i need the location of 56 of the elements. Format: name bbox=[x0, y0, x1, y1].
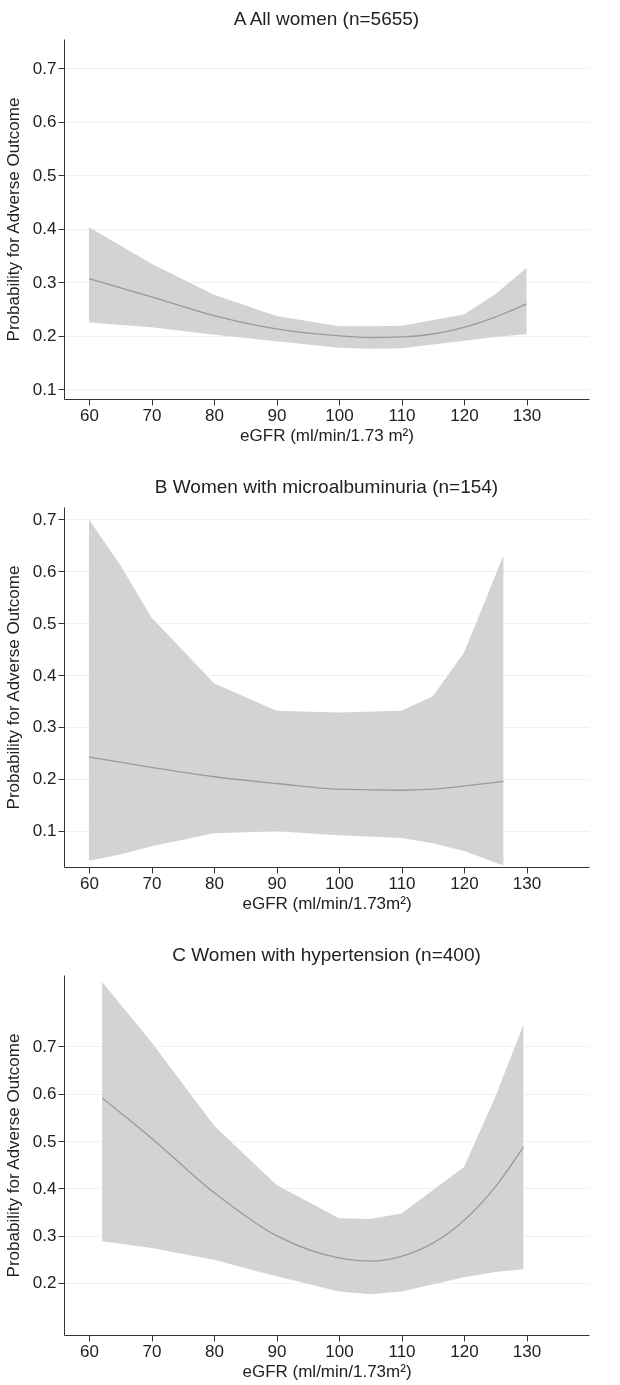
y-tick-label: 0.6 bbox=[32, 561, 57, 581]
y-tick-label: 0.1 bbox=[32, 379, 57, 399]
x-tick-label: 120 bbox=[450, 405, 479, 425]
x-tick-label: 110 bbox=[388, 1341, 416, 1361]
x-tick-label: 60 bbox=[80, 873, 99, 893]
y-tick-label: 0.5 bbox=[32, 165, 57, 185]
y-axis-title: Probability for Adverse Outcome bbox=[3, 1033, 23, 1278]
y-tick-label: 0.2 bbox=[32, 769, 57, 789]
x-tick-label: 100 bbox=[325, 405, 354, 425]
x-axis-title: eGFR (ml/min/1.73m²) bbox=[242, 893, 412, 913]
x-tick-label: 80 bbox=[205, 405, 224, 425]
x-tick-label: 80 bbox=[205, 873, 224, 893]
x-axis-title: eGFR (ml/min/1.73 m²) bbox=[240, 425, 414, 445]
x-tick-label: 70 bbox=[142, 405, 162, 425]
x-tick-label: 100 bbox=[325, 873, 354, 893]
x-tick-label: 130 bbox=[512, 873, 542, 893]
y-tick-label: 0.5 bbox=[32, 613, 57, 633]
line-series bbox=[101, 1097, 525, 1262]
y-tick-label: 0.6 bbox=[32, 1084, 57, 1104]
y-tick-label: 0.6 bbox=[32, 112, 57, 132]
x-tick-label: 90 bbox=[267, 1341, 287, 1361]
x-axis-title: eGFR (ml/min/1.73m²) bbox=[242, 1361, 412, 1381]
y-tick-label: 0.4 bbox=[32, 665, 57, 685]
y-tick-label: 0.3 bbox=[32, 1226, 57, 1246]
chart-title: A All women (n=5655) bbox=[233, 8, 420, 29]
y-tick-label: 0.1 bbox=[32, 821, 57, 841]
x-tick-label: 110 bbox=[388, 873, 416, 893]
y-tick-label: 0.4 bbox=[32, 1178, 57, 1198]
x-tick-label: 130 bbox=[512, 1341, 542, 1361]
y-tick-label: 0.7 bbox=[32, 58, 57, 78]
x-tick-label: 130 bbox=[512, 405, 542, 425]
x-tick-label: 70 bbox=[142, 1341, 162, 1361]
x-tick-label: 110 bbox=[388, 405, 416, 425]
chart-title: C Women with hypertension (n=400) bbox=[172, 944, 481, 965]
x-tick-label: 120 bbox=[450, 873, 479, 893]
y-axis-title: Probability for Adverse Outcome bbox=[3, 97, 23, 342]
line-series bbox=[88, 756, 505, 791]
y-tick-label: 0.3 bbox=[32, 272, 57, 292]
x-tick-label: 60 bbox=[80, 1341, 99, 1361]
y-tick-label: 0.2 bbox=[32, 1273, 57, 1293]
x-tick-label: 90 bbox=[267, 873, 287, 893]
y-tick-label: 0.3 bbox=[32, 717, 57, 737]
y-tick-label: 0.4 bbox=[32, 219, 57, 239]
x-tick-label: 100 bbox=[325, 1341, 354, 1361]
y-tick-label: 0.7 bbox=[32, 509, 57, 529]
y-tick-label: 0.5 bbox=[32, 1131, 57, 1151]
y-tick-label: 0.7 bbox=[32, 1036, 57, 1056]
x-tick-label: 60 bbox=[80, 405, 99, 425]
x-tick-label: 120 bbox=[450, 1341, 479, 1361]
y-tick-label: 0.2 bbox=[32, 326, 57, 346]
x-tick-label: 70 bbox=[142, 873, 162, 893]
chart-title: B Women with microalbuminuria (n=154) bbox=[154, 476, 499, 497]
y-axis-title: Probability for Adverse Outcome bbox=[3, 565, 23, 810]
line-series bbox=[88, 277, 528, 339]
x-tick-label: 80 bbox=[205, 1341, 224, 1361]
x-tick-label: 90 bbox=[267, 405, 287, 425]
